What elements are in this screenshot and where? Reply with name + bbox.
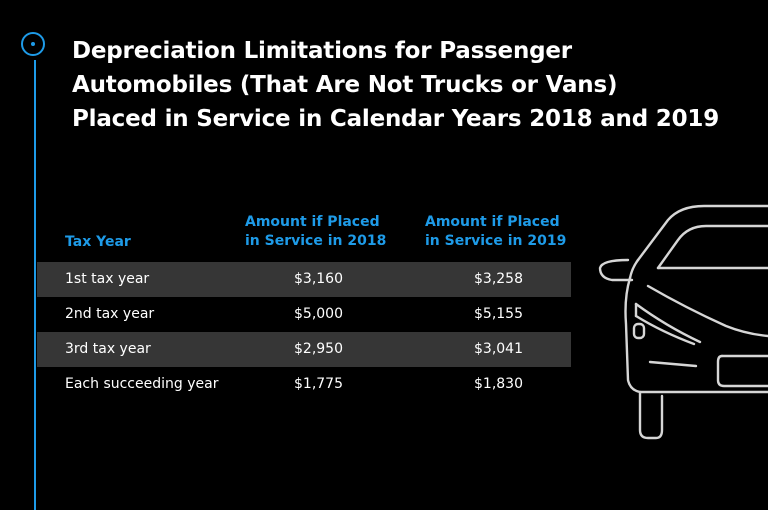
row-amount-2018: $5,000 [294, 306, 343, 322]
table-row: 3rd tax year $2,950 $3,041 [37, 332, 571, 367]
timeline-dot-icon [21, 32, 45, 56]
timeline-line [34, 60, 36, 510]
row-amount-2018: $2,950 [294, 341, 343, 357]
row-amount-2018: $3,160 [294, 271, 343, 287]
title-line-2: Automobiles (That Are Not Trucks or Vans… [72, 72, 618, 98]
row-amount-2018: $1,775 [294, 376, 343, 392]
title-line-1: Depreciation Limitations for Passenger [72, 38, 572, 64]
table-row: 1st tax year $3,160 $3,258 [37, 262, 571, 297]
header-2019-line-1: Amount if Placed [425, 214, 560, 230]
header-2018-line-1: Amount if Placed [245, 214, 380, 230]
row-tax-year: 1st tax year [65, 271, 150, 287]
depreciation-table: Tax Year Amount if Placed in Service in … [37, 212, 571, 402]
title-line-3: Placed in Service in Calendar Years 2018… [72, 106, 720, 132]
row-tax-year: 3rd tax year [65, 341, 151, 357]
row-amount-2019: $5,155 [474, 306, 523, 322]
table-header: Tax Year Amount if Placed in Service in … [37, 212, 571, 262]
header-2019: Amount if Placed in Service in 2019 [425, 213, 566, 251]
table-row: Each succeeding year $1,775 $1,830 [37, 367, 571, 402]
header-2018-line-2: in Service in 2018 [245, 233, 387, 249]
header-2018: Amount if Placed in Service in 2018 [245, 213, 386, 251]
row-amount-2019: $1,830 [474, 376, 523, 392]
header-2019-line-2: in Service in 2019 [425, 233, 567, 249]
car-front-icon [598, 204, 768, 440]
table-row: 2nd tax year $5,000 $5,155 [37, 297, 571, 332]
header-tax-year: Tax Year [65, 234, 131, 250]
row-amount-2019: $3,258 [474, 271, 523, 287]
row-tax-year: Each succeeding year [65, 376, 219, 392]
row-tax-year: 2nd tax year [65, 306, 155, 322]
row-amount-2019: $3,041 [474, 341, 523, 357]
page-title: Depreciation Limitations for Passenger A… [72, 34, 752, 136]
